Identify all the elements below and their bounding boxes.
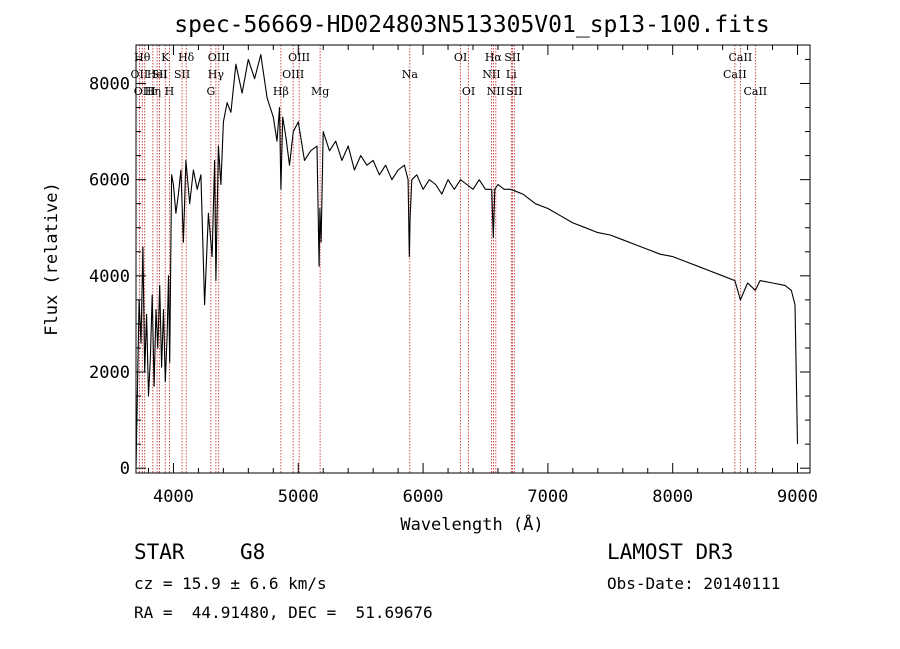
emission-line-labels: OIIHθOIIIHηHeISIIKHSIIHδGHγOIIIHβOIIIOII… — [131, 51, 768, 98]
emission-line-label: OI — [462, 85, 475, 98]
x-tick-label: 7000 — [527, 487, 568, 507]
plot-frame — [135, 44, 811, 474]
spectrum-line — [135, 54, 799, 469]
x-tick-label: 6000 — [403, 487, 444, 507]
emission-line-markers — [138, 45, 756, 473]
emission-line-label: SII — [504, 51, 520, 64]
emission-line-label: OIII — [208, 51, 230, 64]
emission-line-label: Hα — [485, 51, 503, 64]
observation-date: Obs-Date: 20140111 — [607, 574, 781, 593]
emission-line-label: Na — [402, 68, 419, 81]
y-tick-label: 4000 — [89, 267, 130, 287]
emission-line-label: G — [206, 85, 215, 98]
redshift-velocity: cz = 15.9 ± 6.6 km/s — [134, 574, 327, 593]
emission-line-label: Hη — [145, 85, 161, 98]
coordinates: RA = 44.91480, DEC = 51.69676 — [134, 603, 433, 622]
emission-line-label: CaII — [729, 51, 753, 64]
emission-line-label: SII — [174, 68, 190, 81]
survey-name: LAMOST DR3 — [607, 540, 734, 564]
emission-line-label: Hγ — [208, 68, 225, 81]
x-axis-ticks: 4000 5000 6000 7000 8000 9000 — [147, 45, 818, 507]
x-axis-label: Wavelength (Å) — [400, 513, 543, 535]
spectral-subclass: G8 — [240, 540, 266, 564]
emission-line-label: Hβ — [273, 85, 289, 98]
emission-line-label: Mg — [311, 85, 329, 98]
x-tick-label: 4000 — [153, 487, 194, 507]
chart-title: spec-56669-HD024803N513305V01_sp13-100.f… — [174, 12, 769, 38]
emission-line-label: NII — [482, 68, 500, 81]
object-class: STAR — [134, 540, 185, 564]
y-tick-label: 6000 — [89, 171, 130, 191]
emission-line-label: NII — [487, 85, 505, 98]
emission-line-label: K — [161, 51, 170, 64]
emission-line-label: OIII — [288, 51, 310, 64]
emission-line-label: Hθ — [134, 51, 151, 64]
x-tick-label: 5000 — [278, 487, 319, 507]
x-tick-label: 9000 — [777, 487, 818, 507]
emission-line-label: Hδ — [178, 51, 195, 64]
y-axis-label: Flux (relative) — [42, 182, 62, 336]
emission-line-label: SII — [151, 68, 167, 81]
y-tick-label: 8000 — [89, 74, 130, 94]
y-axis-ticks: 0 2000 4000 6000 8000 — [89, 58, 810, 479]
emission-line-label: H — [165, 85, 175, 98]
emission-line-label: OII — [131, 68, 149, 81]
emission-line-label: SII — [506, 85, 522, 98]
y-tick-label: 0 — [120, 459, 130, 479]
y-tick-label: 2000 — [89, 363, 130, 383]
emission-line-label: CaII — [743, 85, 767, 98]
emission-line-label: HeI — [147, 68, 167, 81]
emission-line-label: OIII — [282, 68, 304, 81]
x-tick-label: 8000 — [652, 487, 693, 507]
emission-line-label: Li — [506, 68, 517, 81]
emission-line-label: CaII — [723, 68, 747, 81]
emission-line-label: OI — [454, 51, 467, 64]
emission-line-label: OIII — [134, 85, 156, 98]
